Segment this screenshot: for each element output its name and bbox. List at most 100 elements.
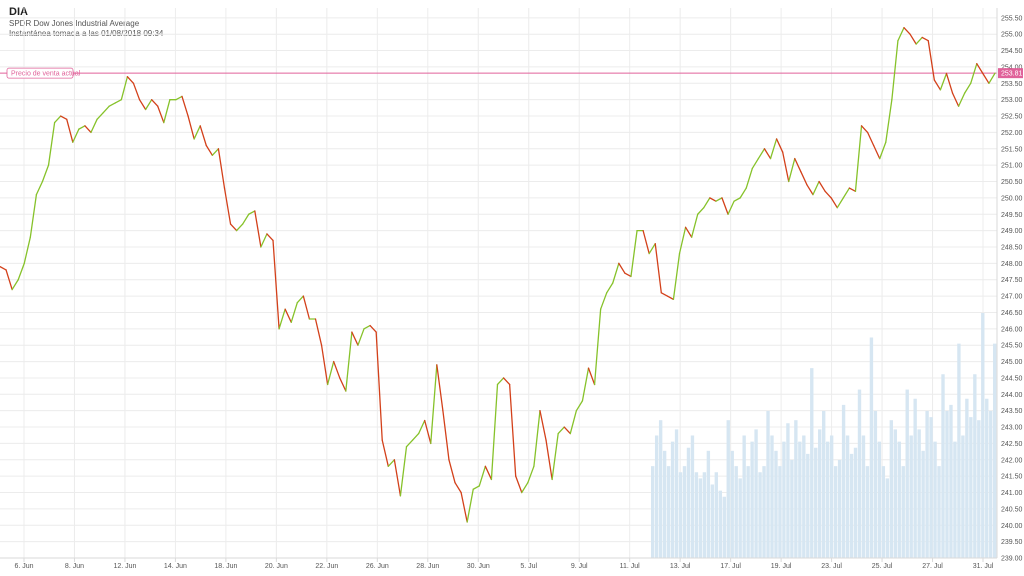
price-segment (460, 491, 468, 523)
price-segment (211, 148, 220, 156)
price-segment (521, 482, 529, 494)
x-tick-label: 22. Jun (315, 563, 338, 570)
price-segment (945, 72, 954, 94)
price-segment (897, 26, 905, 42)
volume-bar (973, 374, 977, 558)
price-segment (545, 439, 553, 481)
volume-bar (901, 466, 905, 558)
price-segment (84, 125, 92, 134)
price-segment (260, 233, 268, 248)
volume-bar (937, 466, 941, 558)
y-tick-label: 241.00 (1001, 490, 1023, 497)
volume-bar (869, 337, 874, 558)
price-segment (90, 118, 98, 134)
price-segment (769, 138, 778, 160)
price-segment (417, 419, 426, 435)
y-tick-label: 251.50 (1001, 146, 1023, 153)
price-segment (369, 324, 377, 333)
x-tick-label: 13. Jul (670, 563, 691, 570)
volume-bar (762, 466, 766, 558)
price-segment (763, 148, 772, 160)
y-tick-label: 243.00 (1001, 425, 1023, 432)
volume-bar (857, 389, 862, 558)
volume-bar (977, 420, 981, 558)
x-tick-label: 20. Jun (265, 563, 288, 570)
volume-bar (861, 435, 866, 558)
x-tick-label: 26. Jun (366, 563, 389, 570)
volume-bar (921, 450, 925, 558)
volume-bar (841, 404, 846, 558)
x-tick-label: 19. Jul (771, 563, 792, 570)
volume-bar (802, 435, 806, 558)
price-segment (72, 128, 80, 143)
price-segment (557, 426, 565, 435)
y-tick-label: 254.50 (1001, 48, 1023, 55)
price-segment (205, 144, 213, 156)
price-segment (709, 197, 717, 202)
price-segment (375, 331, 383, 441)
y-tick-label: 247.50 (1001, 277, 1023, 284)
price-segment (496, 377, 505, 386)
x-tick-label: 11. Jul (620, 563, 641, 570)
volume-bar (682, 466, 687, 558)
volume-bar (718, 490, 722, 558)
volume-bar (690, 435, 695, 558)
price-segment (187, 115, 195, 140)
price-segment (266, 233, 274, 242)
volume-bar (686, 447, 691, 558)
price-segment (478, 465, 487, 487)
price-segment (891, 40, 899, 101)
price-segment (436, 364, 444, 412)
x-tick-label: 18. Jun (214, 563, 237, 570)
volume-bar (945, 411, 949, 558)
price-segment (508, 383, 517, 477)
price-segment (284, 308, 292, 323)
price-segment (812, 180, 820, 196)
y-tick-label: 245.00 (1001, 359, 1023, 366)
price-segment (454, 482, 462, 494)
volume-bar (662, 450, 667, 558)
volume-bar (965, 398, 969, 558)
volume-bar (933, 441, 937, 558)
price-segment (411, 432, 420, 441)
price-segment (866, 131, 875, 147)
volume-bar (730, 450, 734, 558)
x-tick-label: 17. Jul (720, 563, 741, 570)
price-segment (199, 125, 207, 147)
price-series (0, 26, 996, 523)
price-segment (472, 485, 480, 490)
price-segment (630, 229, 638, 278)
current-price-label: Precio de venta actual (11, 71, 81, 78)
price-segment (697, 207, 705, 215)
price-segment (181, 95, 189, 117)
price-segment (41, 164, 50, 183)
price-segment (739, 187, 747, 199)
volume-bar (829, 435, 834, 558)
price-segment (581, 367, 590, 402)
volume-bar (698, 478, 703, 558)
price-segment (120, 76, 129, 101)
price-segment (393, 459, 402, 497)
x-tick-label: 30. Jun (467, 563, 490, 570)
y-tick-label: 249.00 (1001, 228, 1023, 235)
price-segment (678, 226, 687, 255)
price-segment (151, 99, 159, 107)
x-tick-label: 12. Jun (113, 563, 136, 570)
price-segment (624, 272, 632, 278)
volume-bar (714, 472, 719, 558)
price-segment (35, 180, 44, 196)
volume-bar (893, 429, 897, 558)
volume-bar (674, 429, 679, 558)
y-tick-label: 254.00 (1001, 64, 1023, 71)
x-tick-label: 6. Jun (14, 563, 33, 570)
y-tick-label: 249.50 (1001, 212, 1023, 219)
price-segment (132, 82, 141, 101)
y-axis: 239.00 239.50 240.00 240.50 241.00 241.50 242.… (996, 8, 1023, 563)
price-segment (290, 301, 298, 323)
price-segment (217, 148, 226, 189)
price-segment (775, 138, 784, 153)
price-segment (921, 36, 929, 42)
x-tick-label: 9. Jul (571, 563, 588, 570)
price-segment (976, 63, 984, 75)
volume-bar (666, 466, 671, 558)
